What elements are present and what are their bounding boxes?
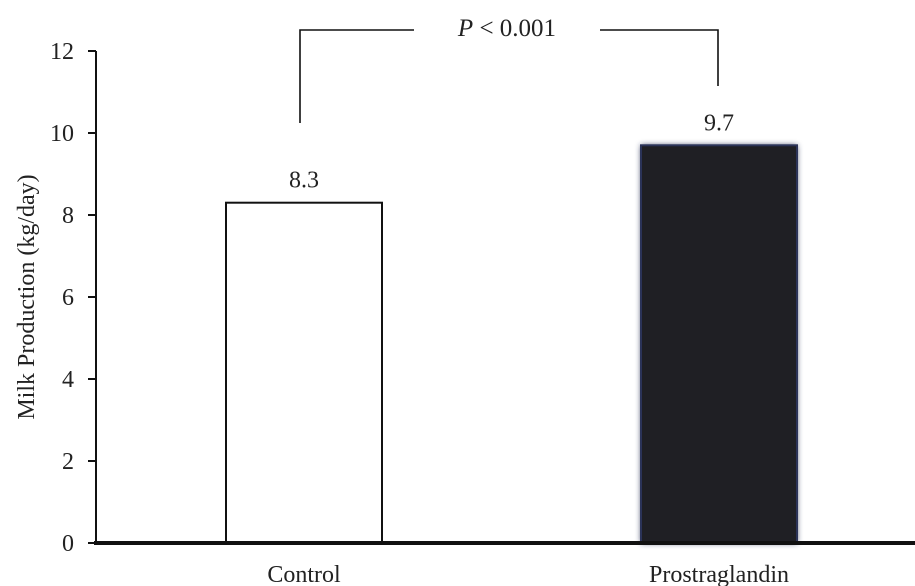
bracket-left-arm (299, 29, 414, 123)
bar (640, 144, 798, 545)
y-ticks: 0 2 4 6 8 10 12 (50, 39, 96, 557)
y-tick-label: 2 (62, 449, 74, 475)
bracket-right-arm (600, 29, 719, 86)
y-tick-label: 4 (62, 367, 74, 393)
p-value-text: < 0.001 (473, 15, 556, 42)
bar (225, 201, 383, 544)
significance-bracket: P < 0.001 (299, 15, 719, 123)
y-tick-label: 6 (62, 285, 74, 311)
bar-labels: 8.3 9.7 (289, 110, 734, 193)
x-ticks: Control Prostraglandin (267, 562, 789, 586)
y-axis-label: Milk Production (kg/day) (14, 174, 40, 419)
p-value-annotation: P < 0.001 (457, 15, 556, 42)
y-tick-label: 10 (50, 121, 74, 147)
bars (225, 144, 798, 545)
x-tick-label: Prostraglandin (649, 562, 789, 586)
x-tick-label: Control (267, 562, 341, 586)
y-tick-label: 8 (62, 203, 74, 229)
bar-value-label: 9.7 (704, 110, 734, 136)
y-tick-label: 0 (62, 531, 74, 557)
bar-value-label: 8.3 (289, 168, 319, 194)
y-tick-label: 12 (50, 39, 74, 65)
p-value-symbol: P (457, 15, 473, 42)
